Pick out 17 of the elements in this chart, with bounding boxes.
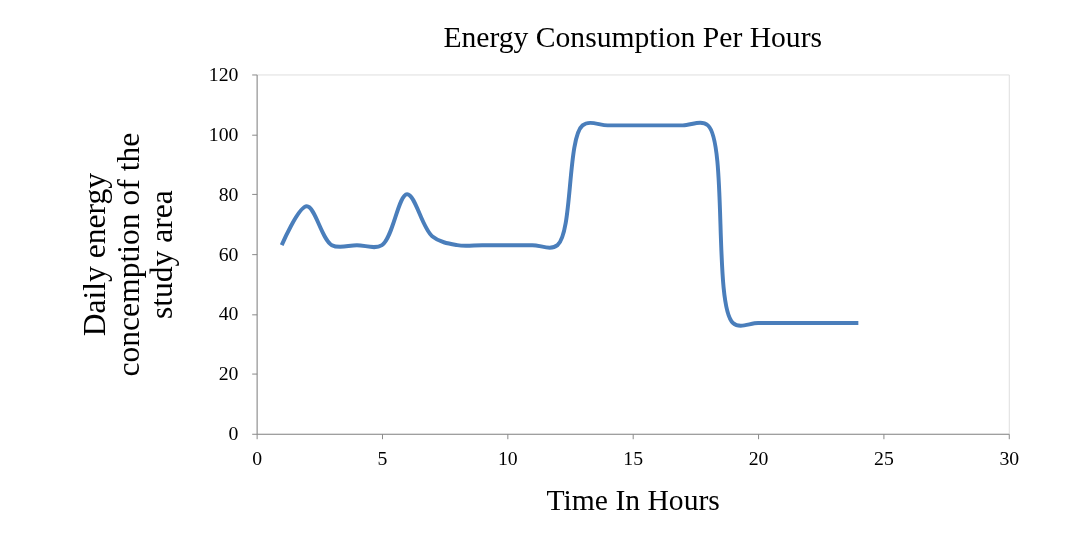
y-tick-label: 60 <box>218 242 239 265</box>
x-tick-label: 5 <box>377 446 388 469</box>
x-tick-label: 15 <box>623 446 644 469</box>
y-tick-label: 120 <box>208 62 239 85</box>
x-tick-label: 0 <box>252 446 263 469</box>
x-tick-label: 20 <box>748 446 769 469</box>
y-tick-label: 40 <box>218 302 239 325</box>
y-tick-label: 100 <box>208 122 239 145</box>
y-tick-label: 0 <box>228 422 239 445</box>
x-tick-label: 10 <box>497 446 518 469</box>
x-axis-title: Time In Hours <box>546 484 720 517</box>
y-tick-label: 20 <box>218 362 239 385</box>
x-tick-label: 30 <box>999 446 1020 469</box>
y-tick-label: 80 <box>218 182 239 205</box>
y-axis-title: Daily energy concemption of the study area <box>77 132 180 377</box>
x-tick-label: 25 <box>874 446 894 469</box>
chart-title: Energy Consumption Per Hours <box>443 20 823 53</box>
